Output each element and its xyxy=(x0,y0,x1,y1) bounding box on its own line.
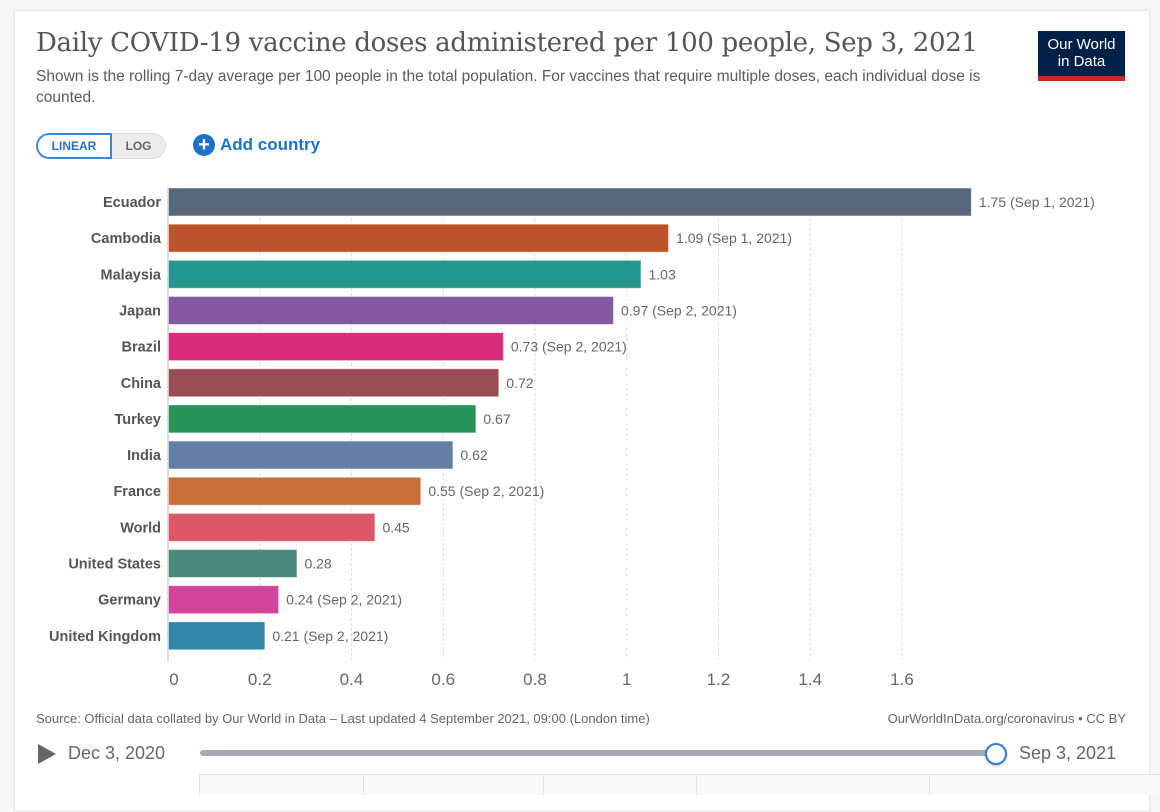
category-label: Cambodia xyxy=(91,231,162,247)
timeline-track[interactable] xyxy=(200,750,990,756)
category-label: World xyxy=(120,520,161,536)
category-label: Brazil xyxy=(122,340,162,356)
value-label: 1.03 xyxy=(649,266,676,282)
category-label: China xyxy=(121,376,162,392)
logo-accent-bar xyxy=(1038,76,1125,81)
tab[interactable] xyxy=(543,775,697,795)
scale-log-button[interactable]: LOG xyxy=(112,133,166,159)
owid-logo[interactable]: Our World in Data xyxy=(1038,31,1125,81)
category-label: Ecuador xyxy=(103,195,161,211)
category-label: Japan xyxy=(119,303,161,319)
bar-united-kingdom[interactable] xyxy=(168,621,266,651)
bar-chart: Ecuador Cambodia Malaysia Japan Brazil China T… xyxy=(49,187,1095,689)
value-label: 0.21 (Sep 2, 2021) xyxy=(272,628,388,644)
value-label: 0.73 (Sep 2, 2021) xyxy=(511,339,627,355)
tick-label: 0.4 xyxy=(340,670,364,689)
scale-linear-button[interactable]: LINEAR xyxy=(36,133,112,159)
logo-line-1: Our World xyxy=(1047,36,1116,53)
tick-label: 0 xyxy=(169,670,178,689)
tick-label: 1 xyxy=(622,670,631,689)
bar-malaysia[interactable] xyxy=(168,259,642,289)
plus-circle-icon: + xyxy=(193,134,215,156)
category-label: United States xyxy=(68,557,161,573)
value-label: 0.67 xyxy=(483,411,510,427)
value-labels: 1.75 (Sep 1, 2021) 1.09 (Sep 1, 2021) 1.03… xyxy=(272,194,1094,644)
source-note: Source: Official data collated by Our Wo… xyxy=(36,711,650,726)
bar-turkey[interactable] xyxy=(168,404,477,434)
bar-ecuador[interactable] xyxy=(168,187,972,217)
chart-subtitle: Shown is the rolling 7-day average per 1… xyxy=(36,68,981,106)
category-label: Germany xyxy=(98,593,161,609)
timeline-handle[interactable] xyxy=(985,743,1007,765)
play-icon[interactable] xyxy=(38,744,56,764)
logo-line-2: in Data xyxy=(1057,53,1106,70)
tick-label: 1.6 xyxy=(890,670,914,689)
tab[interactable] xyxy=(363,775,544,795)
timeline-end-date: Sep 3, 2021 xyxy=(1019,743,1117,763)
value-label: 0.62 xyxy=(460,447,487,463)
add-country-button[interactable]: + Add country xyxy=(193,134,320,156)
add-country-label: Add country xyxy=(220,135,321,154)
tick-label: 1.2 xyxy=(707,670,731,689)
value-label: 0.28 xyxy=(304,556,331,572)
bars xyxy=(168,187,972,651)
scale-toggle: LINEAR LOG xyxy=(36,133,166,159)
tick-label: 0.8 xyxy=(523,670,547,689)
x-axis-ticks: 0 0.2 0.4 0.6 0.8 1 1.2 1.4 1.6 xyxy=(169,670,914,689)
category-label: France xyxy=(113,484,161,500)
tab[interactable] xyxy=(199,775,364,795)
value-label: 0.97 (Sep 2, 2021) xyxy=(621,302,737,318)
tick-label: 0.2 xyxy=(248,670,272,689)
chart-title: Daily COVID-19 vaccine doses administere… xyxy=(36,28,978,58)
value-label: 1.09 (Sep 1, 2021) xyxy=(676,230,792,246)
category-label: Turkey xyxy=(115,412,161,428)
tab[interactable] xyxy=(929,775,1160,795)
tick-label: 0.6 xyxy=(431,670,455,689)
timeline-start-date: Dec 3, 2020 xyxy=(68,743,166,763)
credit-link[interactable]: OurWorldInData.org/coronavirus • CC BY xyxy=(887,711,1126,726)
bar-india[interactable] xyxy=(168,440,454,470)
category-label: Malaysia xyxy=(101,267,162,283)
bar-brazil[interactable] xyxy=(168,332,504,362)
bar-united-states[interactable] xyxy=(168,549,298,578)
value-label: 0.24 (Sep 2, 2021) xyxy=(286,592,402,608)
value-label: 1.75 (Sep 1, 2021) xyxy=(979,194,1095,210)
value-label: 0.55 (Sep 2, 2021) xyxy=(428,483,544,499)
category-label: United Kingdom xyxy=(49,629,161,645)
timeline: Dec 3, 2020 Sep 3, 2021 xyxy=(36,740,1126,770)
category-label: India xyxy=(127,448,162,464)
category-labels: Ecuador Cambodia Malaysia Japan Brazil China T… xyxy=(49,195,162,645)
tab-strip xyxy=(199,774,1160,795)
tick-label: 1.4 xyxy=(798,670,822,689)
value-label: 0.72 xyxy=(506,375,533,391)
bar-japan[interactable] xyxy=(168,295,614,325)
tab[interactable] xyxy=(696,775,930,795)
bar-world[interactable] xyxy=(168,512,376,542)
bar-china[interactable] xyxy=(168,368,500,398)
bar-cambodia[interactable] xyxy=(168,223,670,253)
bar-france[interactable] xyxy=(168,476,422,506)
value-label: 0.45 xyxy=(382,519,409,535)
bar-germany[interactable] xyxy=(168,585,280,615)
